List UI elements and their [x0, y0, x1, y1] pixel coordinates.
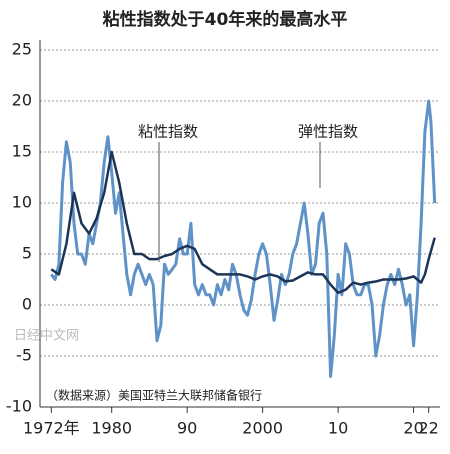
x-tick-label: 20 [403, 419, 423, 438]
annotation: 粘性指数 [138, 123, 198, 141]
y-tick-label: 5 [22, 244, 32, 263]
x-tick-label: 90 [177, 419, 197, 438]
y-tick-label: -10 [6, 397, 32, 416]
series-line [50, 150, 436, 295]
x-tick-label: 1972年 [23, 419, 80, 438]
annotation: 弹性指数 [298, 123, 358, 141]
series-line [50, 99, 437, 378]
y-tick-label: 25 [12, 40, 32, 59]
chart-title: 粘性指数处于40年来的最高水平 [103, 9, 348, 30]
y-tick-label: 10 [12, 193, 32, 212]
y-tick-label: 20 [12, 91, 32, 110]
y-tick-label: -5 [16, 346, 32, 365]
source-note: （数据来源）美国亚特兰大联邦储备银行 [46, 388, 262, 403]
y-tick-label: 0 [22, 295, 32, 314]
watermark: 日经中文网 [14, 329, 79, 344]
x-tick-label: 1980 [91, 419, 132, 438]
x-tick-label: 22 [418, 419, 438, 438]
x-tick-label: 2000 [242, 419, 283, 438]
x-tick-label: 10 [328, 419, 348, 438]
y-tick-label: 15 [12, 142, 32, 161]
